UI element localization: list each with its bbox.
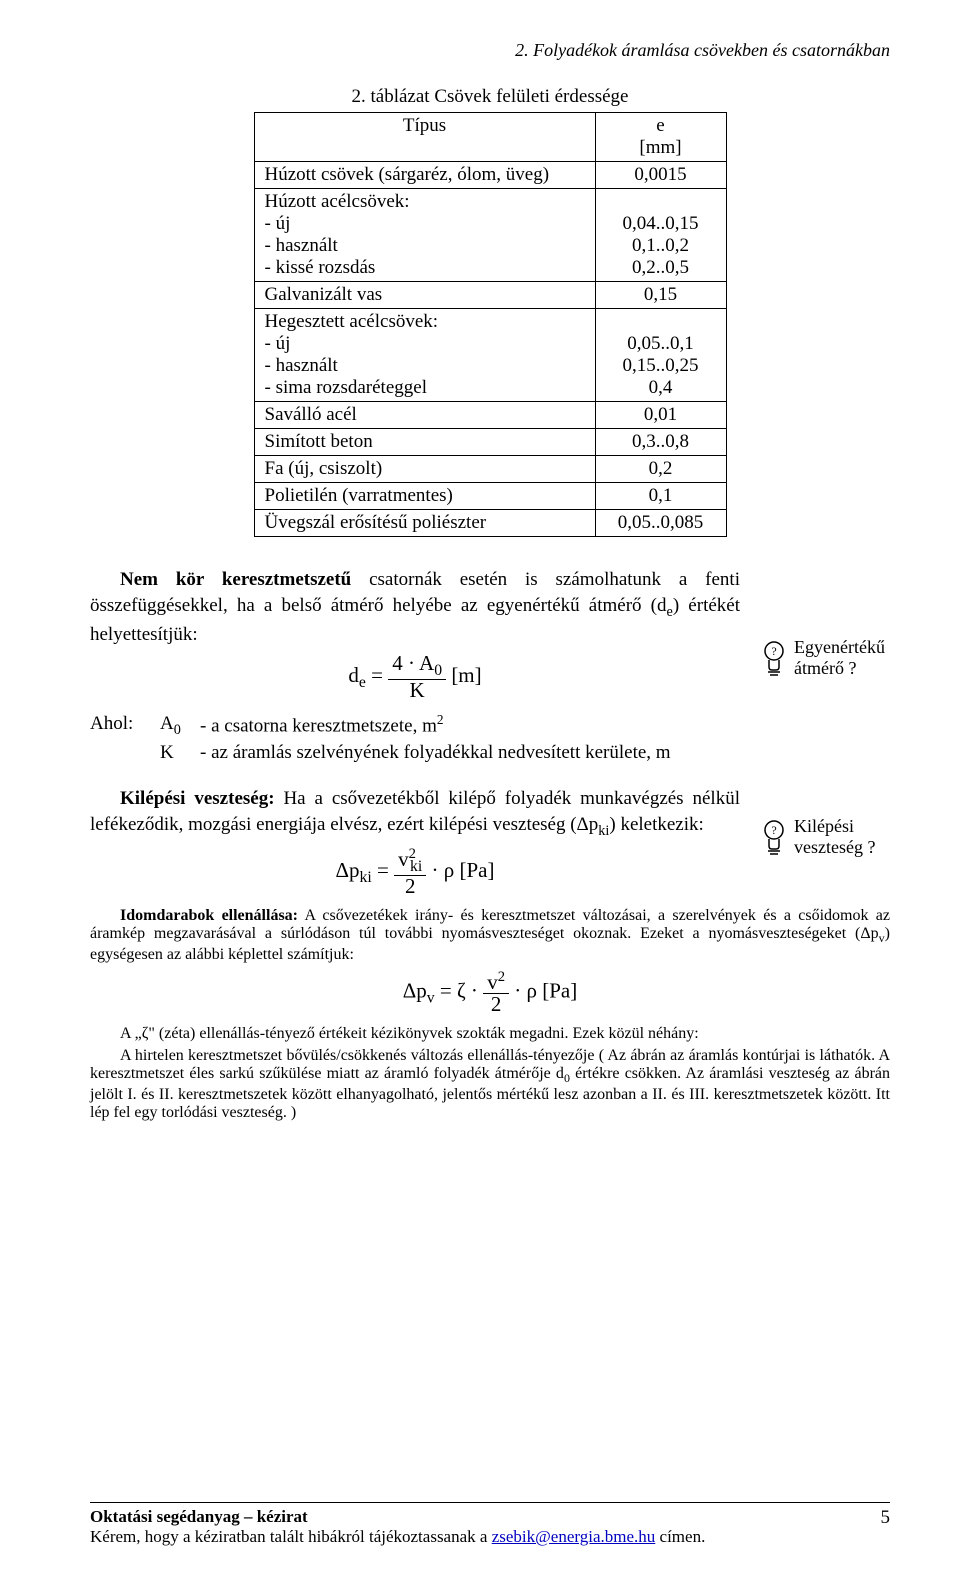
svg-text:?: ? xyxy=(771,823,776,837)
table-cell-label: Fa (új, csiszolt) xyxy=(254,456,595,483)
table-row: Fa (új, csiszolt)0,2 xyxy=(254,456,726,483)
table-caption: 2. táblázat Csövek felületi érdessége xyxy=(90,86,890,108)
para-fittings: Idomdarabok ellenállása: A csővezetékek … xyxy=(90,907,890,964)
footer-email-link[interactable]: zsebik@energia.bme.hu xyxy=(492,1527,656,1546)
table-cell-value: 0,15 xyxy=(595,282,726,309)
page-number: 5 xyxy=(881,1507,891,1547)
running-header: 2. Folyadékok áramlása csövekben és csat… xyxy=(90,40,890,61)
table-row: Üvegszál erősítésű poliészter0,05..0,085 xyxy=(254,510,726,537)
table-cell-value: 0,01 xyxy=(595,402,726,429)
table-cell-label: Üvegszál erősítésű poliészter xyxy=(254,510,595,537)
table-cell-label: Simított beton xyxy=(254,429,595,456)
table-cell-label: Húzott acélcsövek: - új - használt - kis… xyxy=(254,189,595,282)
lightbulb-icon: ? xyxy=(760,816,788,856)
lightbulb-icon: ? xyxy=(760,637,788,677)
table-cell-value: 0,0015 xyxy=(595,162,726,189)
para-exit-loss: Kilépési veszteség: Ha a csővezetékből k… xyxy=(90,786,740,841)
table-cell-label: Húzott csövek (sárgaréz, ólom, üveg) xyxy=(254,162,595,189)
table-cell-value: 0,2 xyxy=(595,456,726,483)
table-row: Galvanizált vas0,15 xyxy=(254,282,726,309)
table-cell-label: Galvanizált vas xyxy=(254,282,595,309)
footer-title: Oktatási segédanyag – kézirat xyxy=(90,1507,308,1526)
where-block: Ahol: A0 - a csatorna keresztmetszete, m… xyxy=(90,711,740,766)
table-col2-header: e [mm] xyxy=(595,113,726,162)
table-cell-label: Saválló acél xyxy=(254,402,595,429)
table-row: Hegesztett acélcsövek: - új - használt -… xyxy=(254,309,726,402)
page-footer: Oktatási segédanyag – kézirat Kérem, hog… xyxy=(90,1502,890,1547)
page: 2. Folyadékok áramlása csövekben és csat… xyxy=(0,0,960,1577)
para-zeta: A „ζ" (zéta) ellenállás-tényező értékeit… xyxy=(90,1025,890,1043)
table-row: Húzott csövek (sárgaréz, ólom, üveg)0,00… xyxy=(254,162,726,189)
table-row: Polietilén (varratmentes)0,1 xyxy=(254,483,726,510)
footer-note: Kérem, hogy a kéziratban talált hibákról… xyxy=(90,1527,492,1546)
side-note-exit: ? Kilépési veszteség ? xyxy=(760,816,890,858)
table-col1-header: Típus xyxy=(254,113,595,162)
svg-text:?: ? xyxy=(771,644,776,658)
formula-equiv-diameter: de = 4 · A0 K [m] xyxy=(90,653,740,701)
para-contraction: A hirtelen keresztmetszet bővülés/csökke… xyxy=(90,1047,890,1122)
table-row: Simított beton0,3..0,8 xyxy=(254,429,726,456)
para-equiv-diameter: Nem kör keresztmetszetű csatornák esetén… xyxy=(90,567,740,647)
formula-fitting-loss: Δpv = ζ · v2 2 · ρ [Pa] xyxy=(90,970,890,1015)
table-row: Saválló acél0,01 xyxy=(254,402,726,429)
table-cell-label: Polietilén (varratmentes) xyxy=(254,483,595,510)
formula-exit-loss: Δpki = v2ki 2 · ρ [Pa] xyxy=(90,847,740,897)
table-cell-value: 0,05..0,1 0,15..0,25 0,4 xyxy=(595,309,726,402)
table-cell-value: 0,04..0,15 0,1..0,2 0,2..0,5 xyxy=(595,189,726,282)
table-cell-value: 0,1 xyxy=(595,483,726,510)
roughness-table: Típus e [mm] Húzott csövek (sárgaréz, ól… xyxy=(254,112,727,537)
table-cell-value: 0,05..0,085 xyxy=(595,510,726,537)
table-cell-value: 0,3..0,8 xyxy=(595,429,726,456)
table-cell-label: Hegesztett acélcsövek: - új - használt -… xyxy=(254,309,595,402)
table-row: Húzott acélcsövek: - új - használt - kis… xyxy=(254,189,726,282)
side-note-equiv: ? Egyenértékű átmérő ? xyxy=(760,637,890,679)
